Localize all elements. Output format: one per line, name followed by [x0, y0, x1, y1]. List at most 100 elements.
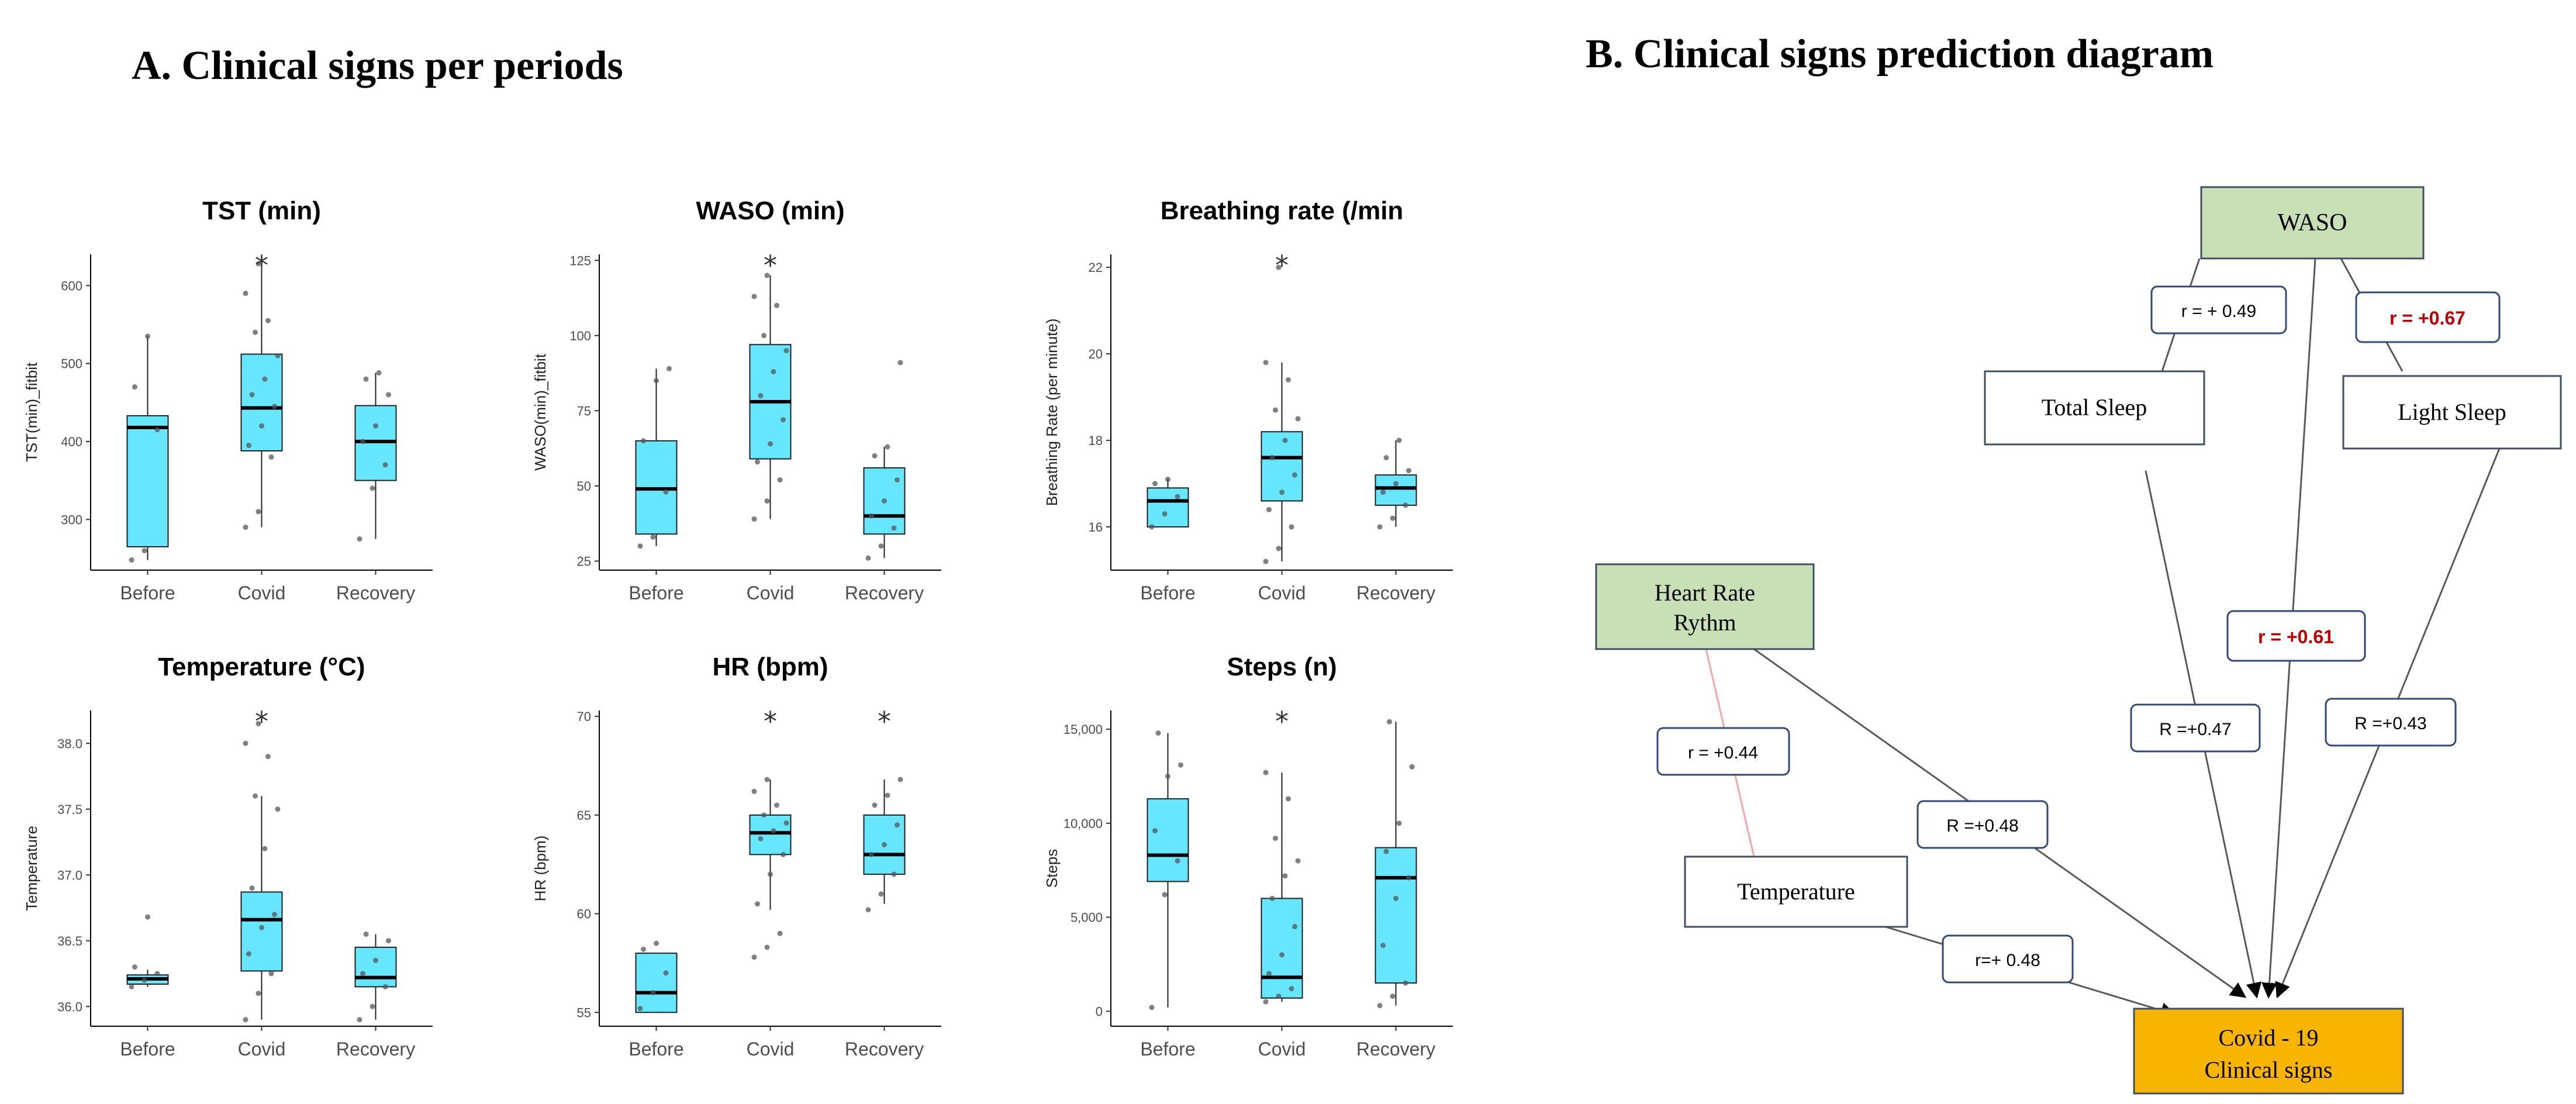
data-point: [129, 984, 134, 989]
data-point: [1263, 770, 1269, 775]
y-tick-label: 15,000: [1063, 722, 1103, 737]
x-tick-label: Recovery: [336, 582, 415, 603]
data-point: [751, 516, 757, 522]
data-point: [869, 851, 874, 857]
node-temperature-label: Temperature: [1737, 878, 1855, 905]
boxplot-panel-1: TST (min) TST(min)_fitbit 300 400 500 600 Befo…: [23, 196, 433, 603]
node-waso-label: WASO: [2277, 209, 2347, 236]
y-axis-label: TST(min)_fitbit: [23, 362, 40, 462]
data-point: [1406, 875, 1411, 881]
node-waso: WASO: [2200, 186, 2425, 260]
data-point: [1165, 774, 1170, 779]
x-tick-label: Recovery: [1356, 582, 1435, 603]
data-point: [761, 333, 766, 339]
data-point: [872, 453, 878, 459]
data-point: [145, 914, 150, 920]
data-point: [895, 477, 900, 483]
data-point: [897, 360, 903, 365]
prediction-diagram: WASO Total Sleep Light Sleep Heart Rate …: [1595, 186, 2562, 1095]
data-point: [1152, 481, 1158, 487]
box-iqr: [354, 947, 397, 988]
x-tick-label: Recovery: [1356, 1039, 1435, 1060]
data-point: [249, 885, 255, 891]
data-point: [764, 944, 770, 950]
node-heart-rate-label-1: Heart Rate: [1655, 579, 1755, 606]
significance-asterisk: *: [255, 706, 268, 737]
box-iqr: [749, 814, 792, 855]
edge-label-waso-covid-text: r = +0.61: [2258, 626, 2334, 647]
panel-title: Temperature (°C): [158, 653, 365, 681]
data-point: [781, 417, 786, 423]
edge-label-temp-covid-text: r=+ 0.48: [1975, 951, 2040, 970]
edge-label-hr-temp: r = +0.44: [1656, 727, 1790, 776]
node-heart-rate-label-2: Rythm: [1673, 609, 1736, 636]
y-tick-label: 75: [577, 403, 591, 418]
data-point: [878, 891, 884, 897]
node-heart-rate: Heart Rate Rythm: [1595, 563, 1815, 650]
data-point: [265, 318, 271, 323]
box-iqr: [126, 415, 169, 547]
data-point: [663, 970, 669, 976]
y-tick-label: 36.0: [57, 999, 82, 1014]
data-point: [781, 851, 786, 857]
data-point: [1289, 524, 1294, 530]
data-point: [268, 971, 274, 977]
data-point: [275, 353, 281, 358]
data-point: [370, 485, 375, 491]
data-point: [1380, 943, 1386, 948]
data-point: [1377, 1003, 1383, 1009]
significance-asterisk: *: [1275, 250, 1289, 281]
data-point: [1393, 481, 1399, 487]
data-point: [1273, 836, 1278, 841]
data-point: [382, 462, 388, 468]
data-point: [897, 777, 903, 782]
data-point: [771, 369, 776, 375]
data-point: [641, 438, 646, 444]
data-point: [1396, 437, 1402, 443]
data-point: [265, 754, 271, 760]
box-iqr: [1261, 898, 1303, 999]
data-point: [373, 423, 378, 429]
node-light-sleep: Light Sleep: [2342, 375, 2562, 450]
data-point: [885, 792, 890, 798]
boxplot-panel-3: Breathing rate (/min Breathing Rate (per …: [1043, 196, 1453, 603]
edge-label-waso-light: r = +0.67: [2355, 291, 2501, 343]
data-point: [1377, 524, 1383, 530]
data-point: [895, 822, 900, 828]
data-point: [882, 498, 887, 504]
data-point: [1286, 377, 1291, 383]
data-point: [382, 984, 388, 989]
boxplot-panel-4: Temperature (°C) Temperature 36.0 36.5 37.0 3…: [23, 653, 433, 1060]
data-point: [255, 261, 261, 267]
significance-asterisk: *: [764, 250, 777, 281]
data-point: [1175, 858, 1180, 864]
panel-title: WASO (min): [696, 196, 844, 225]
data-point: [764, 777, 770, 782]
x-tick-label: Covid: [238, 1039, 286, 1060]
significance-asterisk: *: [764, 706, 777, 737]
data-point: [386, 392, 391, 398]
y-axis-label: Breathing Rate (per minute): [1043, 319, 1061, 506]
data-point: [268, 454, 274, 460]
data-point: [275, 806, 281, 812]
box-iqr: [240, 353, 283, 452]
data-point: [1409, 764, 1415, 770]
data-point: [783, 348, 789, 354]
data-point: [1152, 828, 1158, 834]
data-point: [758, 836, 764, 841]
data-point: [885, 444, 890, 450]
data-point: [764, 498, 770, 504]
data-point: [255, 991, 261, 996]
data-point: [771, 828, 776, 834]
data-point: [1263, 999, 1269, 1005]
y-tick-label: 70: [577, 709, 591, 724]
x-tick-label: Recovery: [845, 582, 924, 603]
data-point: [641, 946, 646, 952]
data-point: [865, 907, 871, 913]
y-axis-label: Steps: [1043, 849, 1061, 888]
data-point: [1292, 924, 1297, 930]
data-point: [1282, 873, 1288, 879]
data-point: [667, 365, 672, 371]
data-point: [777, 930, 783, 936]
